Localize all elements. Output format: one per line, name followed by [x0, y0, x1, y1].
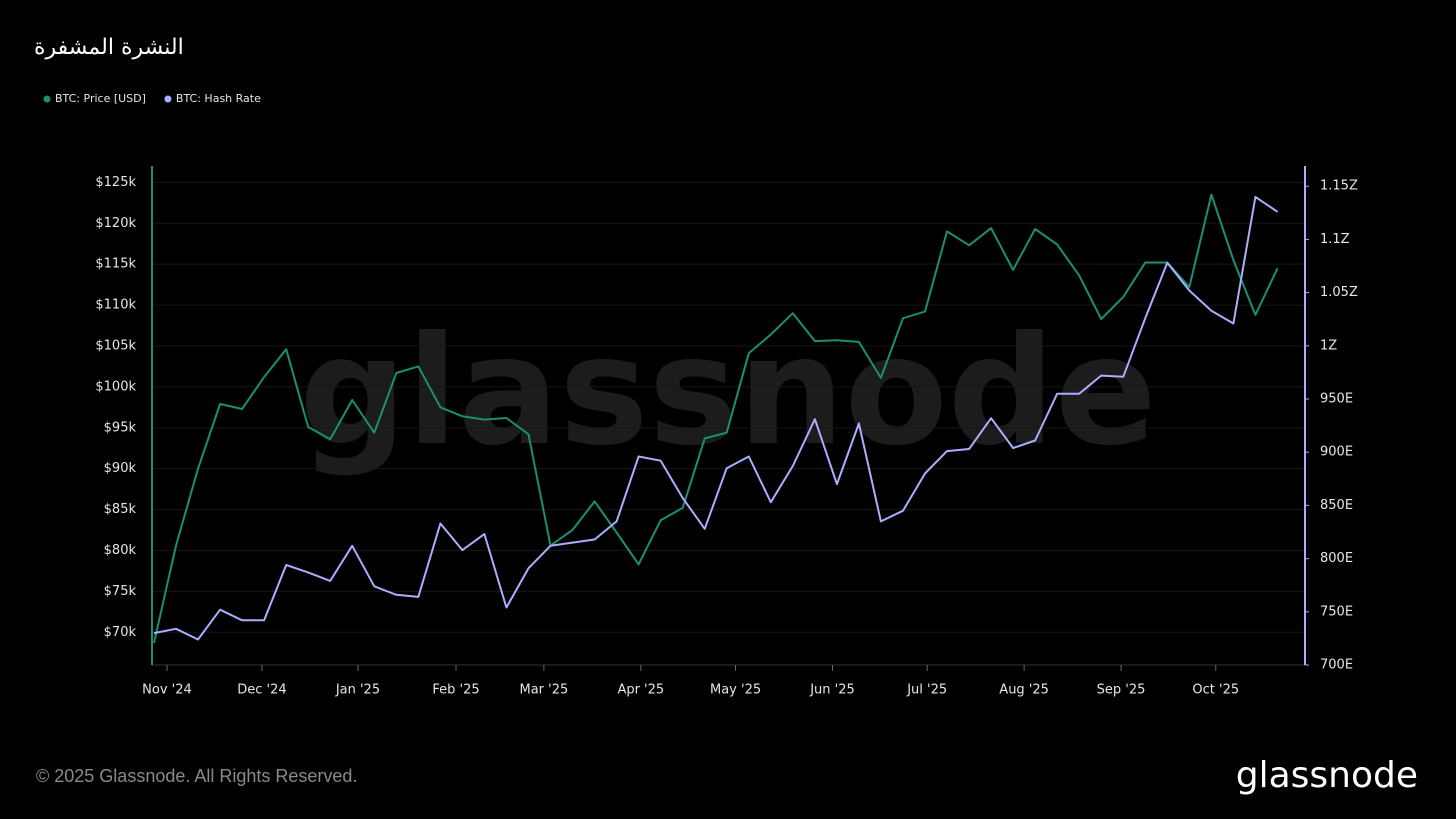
x-tick-label: May '25	[710, 683, 761, 698]
series-line	[153, 195, 1279, 641]
x-tick-label: Jan '25	[335, 683, 380, 698]
y2-tick-label: 750E	[1320, 604, 1353, 619]
logo: glassnode	[1236, 755, 1418, 796]
series-line	[153, 193, 1279, 644]
y-tick-label: $70k	[104, 625, 137, 640]
y2-tick-label: 700E	[1320, 658, 1353, 673]
y2-tick-label: 900E	[1320, 445, 1353, 460]
x-tick-label: Apr '25	[617, 683, 664, 698]
y-tick-label: $80k	[104, 543, 137, 558]
chart-title: النشرة المشفرة	[34, 35, 184, 60]
legend-label: BTC: Hash Rate	[176, 92, 261, 105]
x-tick-label: Jul '25	[906, 683, 947, 698]
y-tick-label: $90k	[104, 461, 137, 476]
legend-label: BTC: Price [USD]	[55, 92, 146, 105]
x-tick-label: Feb '25	[432, 683, 479, 698]
y2-tick-label: 1Z	[1320, 338, 1337, 353]
x-tick-label: Sep '25	[1097, 683, 1146, 698]
y-tick-label: $95k	[104, 420, 137, 435]
y-tick-label: $125k	[95, 175, 136, 190]
y-tick-label: $115k	[95, 257, 136, 272]
x-tick-label: Dec '24	[237, 683, 286, 698]
y2-tick-label: 800E	[1320, 551, 1353, 566]
y-tick-label: $100k	[95, 379, 136, 394]
legend-marker	[164, 95, 172, 103]
x-tick-label: Nov '24	[142, 683, 192, 698]
legend-marker	[43, 95, 51, 103]
x-tick-label: Mar '25	[520, 683, 569, 698]
y-tick-label: $85k	[104, 502, 137, 517]
footer: © 2025 Glassnode. All Rights Reserved.	[36, 766, 357, 786]
x-tick-label: Aug '25	[999, 683, 1049, 698]
x-tick-label: Oct '25	[1192, 683, 1239, 698]
y-tick-label: $75k	[104, 584, 137, 599]
y2-tick-label: 1.15Z	[1320, 179, 1358, 194]
y2-tick-label: 850E	[1320, 498, 1353, 513]
watermark: glassnode	[299, 305, 1157, 479]
y2-tick-label: 1.1Z	[1320, 232, 1350, 247]
x-tick-label: Jun '25	[809, 683, 855, 698]
y-tick-label: $120k	[95, 216, 136, 231]
y2-tick-label: 950E	[1320, 392, 1353, 407]
y-tick-label: $110k	[95, 298, 136, 313]
y2-tick-label: 1.05Z	[1320, 285, 1358, 300]
y-tick-label: $105k	[95, 338, 136, 353]
